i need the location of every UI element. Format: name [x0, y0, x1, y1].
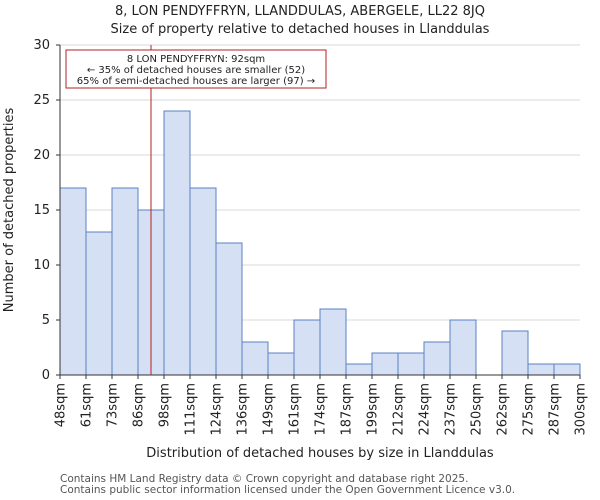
bar-275sqm: [527, 363, 555, 376]
x-tick-label: 224sqm: [418, 383, 433, 436]
x-tick-label: 287sqm: [548, 383, 563, 436]
bar-136sqm: [241, 341, 269, 376]
bar-199sqm: [371, 352, 399, 376]
x-tick-label: 237sqm: [444, 383, 459, 436]
annotation-line1: 8 LON PENDYFFRYN: 92sqm: [127, 54, 265, 65]
bar-237sqm: [449, 319, 477, 376]
x-tick-labels: 48sqm 61sqm 73sqm 86sqm 98sqm 111sqm 124sqm 136…: [54, 375, 589, 436]
footer-line1: Contains HM Land Registry data © Crown c…: [60, 473, 469, 485]
x-tick-label: 187sqm: [340, 383, 355, 436]
y-tick-label: 10: [33, 258, 50, 273]
bar-262sqm: [501, 330, 529, 376]
x-tick-label: 262sqm: [496, 383, 511, 436]
footer-line2: Contains public sector information licen…: [60, 484, 516, 496]
bars: [59, 110, 581, 376]
x-tick-label: 161sqm: [288, 383, 303, 436]
x-tick-label: 149sqm: [262, 383, 277, 436]
x-tick-label: 250sqm: [470, 383, 485, 436]
x-axis-label: Distribution of detached houses by size …: [146, 446, 494, 461]
bar-161sqm: [293, 319, 321, 376]
x-tick-label: 124sqm: [210, 383, 225, 436]
bar-124sqm: [215, 242, 243, 376]
bar-174sqm: [319, 308, 347, 376]
bar-48sqm: [59, 187, 87, 376]
chart-title-line1: 8, LON PENDYFFRYN, LLANDDULAS, ABERGELE,…: [115, 4, 485, 19]
x-tick-label: 136sqm: [236, 383, 251, 436]
chart-title-line2: Size of property relative to detached ho…: [111, 22, 490, 37]
x-tick-label: 174sqm: [314, 383, 329, 436]
x-tick-label: 73sqm: [106, 383, 121, 427]
x-tick-label: 48sqm: [54, 383, 69, 427]
x-tick-label: 111sqm: [184, 383, 199, 436]
x-tick-label: 199sqm: [366, 383, 381, 436]
bar-98sqm: [163, 110, 191, 376]
annotation-line3: 65% of semi-detached houses are larger (…: [77, 76, 315, 87]
bar-61sqm: [85, 231, 113, 376]
y-tick-label: 25: [33, 93, 50, 108]
x-tick-label: 300sqm: [574, 383, 589, 436]
bar-287sqm: [553, 363, 581, 376]
y-tick-label: 30: [33, 38, 50, 53]
bar-149sqm: [267, 352, 295, 376]
y-tick-label: 0: [42, 368, 50, 383]
bar-111sqm: [189, 187, 217, 376]
annotation-box: 8 LON PENDYFFRYN: 92sqm ← 35% of detache…: [65, 49, 327, 89]
x-tick-label: 275sqm: [522, 383, 537, 436]
bar-224sqm: [423, 341, 451, 376]
bar-187sqm: [345, 363, 373, 376]
y-tick-label: 15: [33, 203, 50, 218]
y-axis-label: Number of detached properties: [2, 108, 17, 313]
bar-212sqm: [397, 352, 425, 376]
y-tick-labels: 0 5 10 15 20 25 30: [33, 38, 60, 383]
bar-73sqm: [111, 187, 139, 376]
x-tick-label: 98sqm: [158, 383, 173, 427]
x-tick-label: 61sqm: [80, 383, 95, 427]
annotation-line2: ← 35% of detached houses are smaller (52…: [87, 65, 305, 76]
x-tick-label: 212sqm: [392, 383, 407, 436]
x-tick-label: 86sqm: [132, 383, 147, 427]
annotation-frame: [65, 49, 327, 89]
y-tick-label: 20: [33, 148, 50, 163]
y-tick-label: 5: [42, 313, 50, 328]
